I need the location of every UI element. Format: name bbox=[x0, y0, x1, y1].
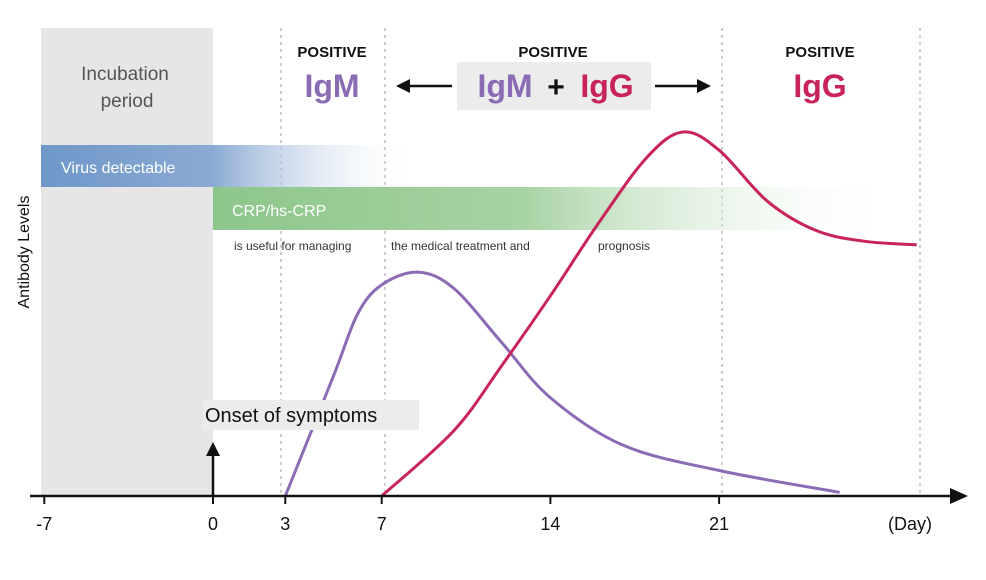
incubation-label-2: period bbox=[101, 91, 154, 112]
virus-detectable-band bbox=[41, 145, 421, 187]
x-tick-label: 0 bbox=[208, 514, 218, 534]
x-axis bbox=[30, 488, 968, 504]
virus-detectable-label: Virus detectable bbox=[61, 160, 176, 177]
onset-arrow bbox=[206, 442, 220, 496]
igm-curve bbox=[283, 270, 840, 497]
crp-label: CRP/hs-CRP bbox=[232, 203, 326, 220]
x-tick-label: 7 bbox=[377, 514, 387, 534]
phase2-igm: IgM bbox=[477, 68, 532, 104]
x-tick-label: 14 bbox=[540, 514, 560, 534]
phase3-positive: POSITIVE bbox=[785, 44, 854, 61]
incubation-label-1: Incubation bbox=[81, 64, 169, 85]
igg-curve bbox=[380, 130, 917, 498]
x-tick-label: 3 bbox=[280, 514, 290, 534]
left-arrow bbox=[396, 79, 452, 93]
crp-note-1: is useful for managing bbox=[234, 239, 351, 253]
phase1-positive: POSITIVE bbox=[297, 44, 366, 61]
x-axis-unit: (Day) bbox=[888, 514, 932, 534]
phase2-positive: POSITIVE bbox=[518, 44, 587, 61]
incubation-region bbox=[41, 28, 213, 496]
right-arrow bbox=[655, 79, 711, 93]
crp-note-3: prognosis bbox=[598, 239, 650, 253]
crp-band bbox=[213, 187, 903, 230]
onset-label-box bbox=[203, 400, 419, 430]
y-axis-label: Antibody Levels bbox=[16, 196, 33, 309]
crp-note-2: the medical treatment and bbox=[391, 239, 530, 253]
phase1-igm: IgM bbox=[304, 68, 359, 104]
phase2-igg: IgG bbox=[580, 68, 633, 104]
phase2-box bbox=[457, 62, 651, 110]
phase3-igg: IgG bbox=[793, 68, 846, 104]
x-tick-label: 21 bbox=[709, 514, 729, 534]
onset-label: Onset of symptoms bbox=[205, 405, 377, 427]
x-tick-label: -7 bbox=[36, 514, 52, 534]
phase2-plus: + bbox=[547, 71, 565, 104]
